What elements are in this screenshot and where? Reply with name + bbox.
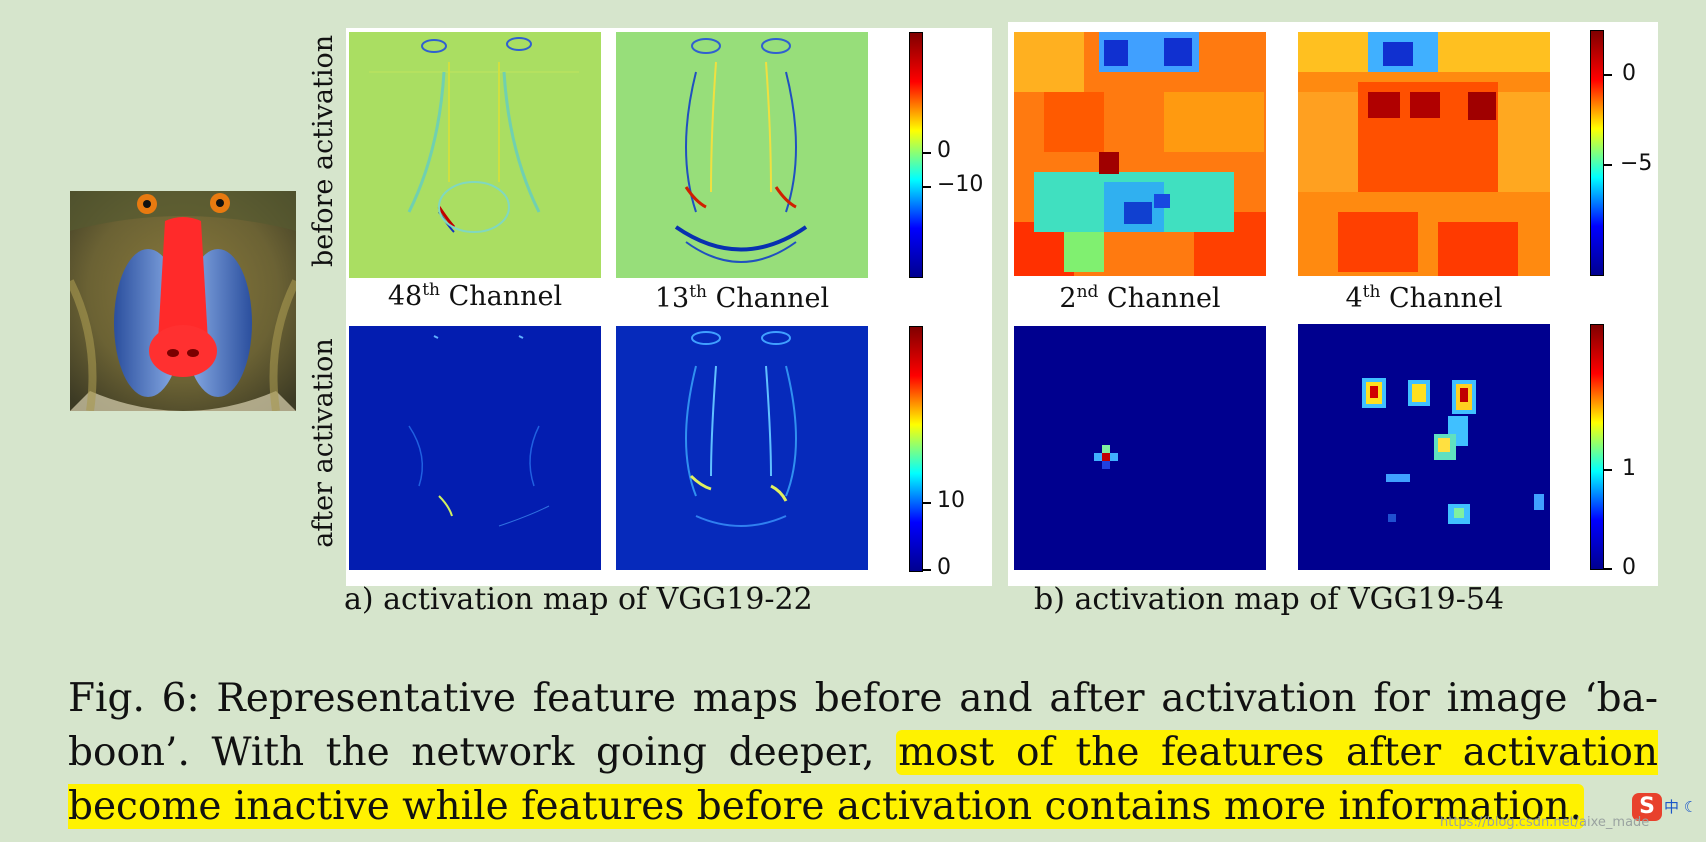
colorbar-a-before-tick-0: [922, 152, 931, 154]
channel-label-48: 48th Channel: [349, 280, 601, 312]
colorbar-a-after-label-1: 0: [937, 555, 951, 580]
colorbar-a-before: [909, 32, 923, 278]
row-label-after: after activation: [308, 338, 339, 548]
feature-map-13-after: [616, 326, 868, 570]
channel-ordinal: 48: [387, 281, 423, 312]
channel-ordinal: 2: [1059, 283, 1077, 314]
feature-map-2-before: [1014, 32, 1266, 276]
channel-word: Channel: [1107, 283, 1221, 314]
feature-map-4-after: [1298, 324, 1550, 570]
colorbar-b-before-tick-1: [1603, 164, 1612, 166]
channel-ordinal: 4: [1345, 283, 1363, 314]
channel-suffix: th: [422, 280, 440, 300]
channel-suffix: th: [689, 282, 707, 302]
colorbar-a-after-label-0: 10: [937, 488, 965, 513]
subcaption-a: a) activation map of VGG19-22: [344, 582, 813, 617]
colorbar-b-after-tick-0: [1603, 469, 1612, 471]
feature-map-48-before: [349, 32, 601, 278]
ime-status-text[interactable]: 中 ☾: [1664, 798, 1698, 816]
colorbar-b-after-label-1: 0: [1622, 555, 1636, 580]
channel-suffix: th: [1362, 282, 1381, 302]
figure-caption: Fig. 6: Representative feature maps befo…: [68, 672, 1658, 834]
channel-word: Channel: [1389, 283, 1503, 314]
colorbar-a-after: [909, 326, 923, 572]
colorbar-a-after-tick-1: [922, 569, 931, 571]
colorbar-b-before: [1590, 30, 1604, 276]
channel-word: Channel: [448, 281, 563, 312]
colorbar-b-before-tick-0: [1603, 74, 1612, 76]
feature-map-2-after: [1014, 326, 1266, 570]
colorbar-a-after-tick-0: [922, 502, 931, 504]
colorbar-b-after: [1590, 324, 1604, 570]
colorbar-a-before-tick-1: [922, 186, 931, 188]
watermark: https://blog.csdn.net/aixe_made: [1440, 815, 1650, 830]
channel-ordinal: 13: [654, 283, 690, 314]
channel-label-4: 4th Channel: [1298, 282, 1550, 314]
channel-word: Channel: [715, 283, 830, 314]
channel-suffix: nd: [1076, 282, 1099, 302]
colorbar-b-after-label-0: 1: [1622, 456, 1636, 481]
row-label-before: before activation: [308, 34, 339, 267]
feature-map-13-before: [616, 32, 868, 278]
feature-map-48-after: [349, 326, 601, 570]
baboon-image: [70, 191, 296, 411]
channel-label-2: 2nd Channel: [1014, 282, 1266, 314]
feature-map-4-before: [1298, 32, 1550, 276]
colorbar-a-before-label-0: 0: [937, 138, 951, 163]
channel-label-13: 13th Channel: [616, 282, 868, 314]
ime-logo-icon[interactable]: S: [1632, 793, 1662, 821]
colorbar-a-before-label-1: −10: [937, 172, 984, 197]
colorbar-b-after-tick-1: [1603, 568, 1612, 570]
subcaption-b: b) activation map of VGG19-54: [1034, 582, 1505, 617]
colorbar-b-before-label-1: −5: [1620, 151, 1653, 176]
colorbar-b-before-label-0: 0: [1622, 61, 1636, 86]
caption-lead: Fig. 6: Representative feature maps befo…: [68, 676, 1658, 775]
